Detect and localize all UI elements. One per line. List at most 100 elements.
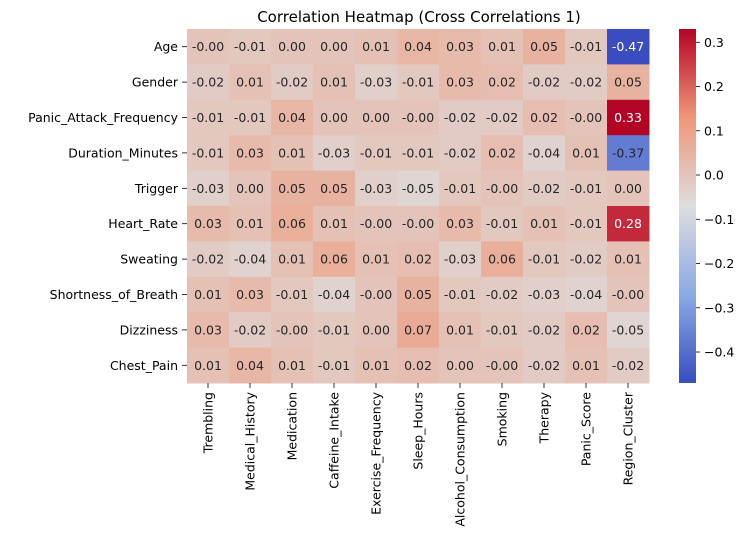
heatmap-cell	[229, 347, 272, 384]
cell-value-label: -0.01	[486, 216, 518, 231]
cell-value-label: -0.01	[402, 75, 434, 90]
heatmap-cell	[313, 206, 356, 242]
heatmap-cell	[481, 312, 524, 349]
cell-value-label: 0.01	[236, 216, 264, 231]
cell-value-label: 0.00	[614, 181, 642, 196]
cell-value-label: -0.03	[318, 145, 350, 160]
heatmap-cell	[397, 312, 440, 349]
row-label: Chest_Pain	[110, 358, 178, 373]
heatmap-cell	[229, 29, 272, 65]
heatmap-cell	[229, 170, 272, 207]
heatmap-cell	[523, 29, 566, 65]
cell-value-label: 0.04	[278, 110, 306, 125]
heatmap-cell	[355, 276, 398, 313]
heatmap-cell	[397, 276, 440, 313]
heatmap-cell	[439, 64, 482, 101]
cell-value-label: 0.02	[488, 145, 516, 160]
heatmap-cell	[355, 29, 398, 65]
cell-value-label: 0.04	[404, 39, 432, 54]
cell-value-label: -0.01	[318, 322, 350, 337]
colorbar-gradient	[679, 29, 696, 383]
cell-value-label: 0.02	[572, 322, 600, 337]
colorbar-tick-label: −0.1	[704, 212, 734, 227]
row-labels: Age Gender Panic_Attack_Frequency Duration_…	[28, 39, 187, 373]
heatmap-cell	[229, 206, 272, 242]
heatmap-cell	[271, 170, 314, 207]
cell-value-label: -0.01	[234, 39, 266, 54]
heatmap-cell	[481, 241, 524, 278]
heatmap-cell	[565, 206, 608, 242]
cell-value-label: 0.02	[530, 110, 558, 125]
row-label: Gender	[132, 75, 179, 90]
heatmap-cell	[607, 312, 650, 349]
colorbar-tick-label: −0.3	[704, 300, 734, 315]
heatmap-cell	[523, 64, 566, 101]
cell-value-label: -0.47	[612, 39, 644, 54]
cell-value-label: -0.03	[192, 181, 224, 196]
heatmap-cell	[607, 29, 650, 65]
heatmap-cell	[439, 241, 482, 278]
cell-value-label: -0.02	[570, 252, 602, 267]
cell-value-label: 0.03	[446, 75, 474, 90]
heatmap-cell	[313, 312, 356, 349]
cell-value-label: -0.00	[486, 181, 518, 196]
heatmap-cell	[313, 64, 356, 101]
cell-value-label: -0.02	[570, 75, 602, 90]
cell-value-label: -0.05	[402, 181, 434, 196]
heatmap-cell	[187, 135, 230, 172]
heatmap-cell	[523, 135, 566, 172]
cell-value-label: 0.02	[404, 358, 432, 373]
cell-value-label: 0.01	[446, 322, 474, 337]
heatmap-cell	[481, 170, 524, 207]
row-label: Age	[154, 39, 178, 54]
heatmap-cell	[187, 276, 230, 313]
column-label: Caffeine_Intake	[327, 392, 342, 489]
colorbar-tick-label: −0.4	[704, 345, 734, 360]
heatmap-cell	[481, 64, 524, 101]
cell-value-label: 0.01	[236, 75, 264, 90]
heatmap-cell	[355, 170, 398, 207]
heatmap-cell	[229, 276, 272, 313]
heatmap-cell	[439, 347, 482, 384]
cell-value-label: 0.01	[614, 252, 642, 267]
cell-value-label: -0.01	[192, 110, 224, 125]
heatmap-cell	[439, 135, 482, 172]
cell-value-label: -0.04	[570, 287, 602, 302]
heatmap-cell	[481, 347, 524, 384]
cell-value-label: 0.00	[320, 110, 348, 125]
heatmap-cell	[187, 241, 230, 278]
cell-value-label: 0.01	[572, 145, 600, 160]
heatmap-cell	[355, 241, 398, 278]
heatmap-cell	[397, 347, 440, 384]
heatmap-cell	[187, 170, 230, 207]
heatmap-cell	[313, 29, 356, 65]
heatmap-cell	[439, 29, 482, 65]
cell-value-label: 0.03	[194, 322, 222, 337]
cell-value-label: -0.02	[486, 287, 518, 302]
heatmap-cell	[565, 135, 608, 172]
heatmap-cell	[607, 206, 650, 242]
heatmap-cell	[523, 347, 566, 384]
cell-value-label: 0.07	[404, 322, 432, 337]
column-label: Therapy	[537, 391, 552, 444]
cell-value-label: 0.03	[236, 287, 264, 302]
cell-value-label: -0.01	[444, 181, 476, 196]
column-label: Sleep_Hours	[411, 392, 426, 470]
cell-value-label: -0.00	[486, 358, 518, 373]
cell-value-label: 0.28	[614, 216, 642, 231]
heatmap-cell	[355, 347, 398, 384]
heatmap-cell	[271, 276, 314, 313]
heatmap-cell	[271, 312, 314, 349]
cell-value-label: -0.03	[360, 75, 392, 90]
cell-value-label: 0.04	[236, 358, 264, 373]
cell-value-label: -0.00	[402, 216, 434, 231]
cell-value-label: -0.00	[360, 287, 392, 302]
colorbar: 0.3 0.2 0.1 0.0 −0.1 −0.2 −0.3 −0.4	[679, 29, 734, 383]
heatmap-cell	[271, 347, 314, 384]
cell-value-label: 0.01	[488, 39, 516, 54]
heatmap-cell	[607, 170, 650, 207]
heatmap-cell	[187, 347, 230, 384]
heatmap-cell	[439, 170, 482, 207]
heatmap-cell	[271, 206, 314, 242]
heatmap-cell	[523, 241, 566, 278]
